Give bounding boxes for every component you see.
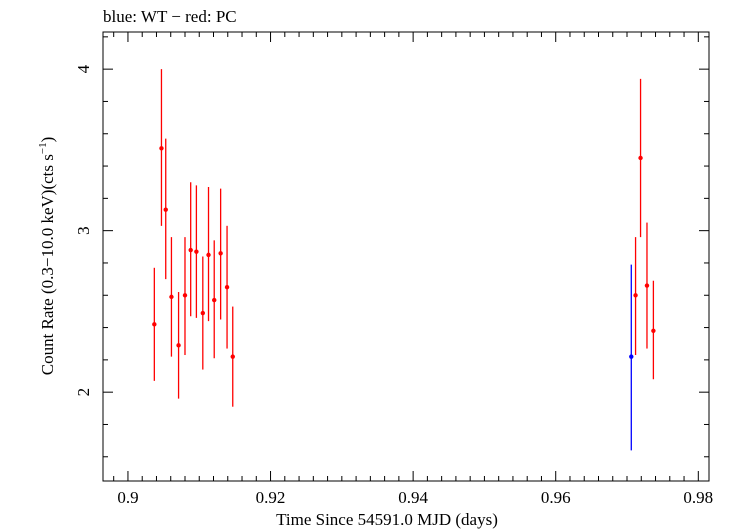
data-point [152, 322, 157, 327]
data-point [163, 207, 168, 212]
data-point [644, 283, 650, 288]
data-point [218, 251, 223, 256]
series-pc [152, 69, 656, 407]
data-point [212, 297, 217, 303]
y-axis-title-main: Count Rate (0.3−10.0 keV)(cts s [38, 154, 57, 375]
y-tick-label: 2 [74, 388, 93, 397]
data-point [629, 354, 634, 359]
data-point [651, 328, 656, 333]
data-point [169, 294, 174, 300]
y-tick-label: 3 [74, 226, 93, 235]
data-point [176, 343, 181, 348]
x-tick-label: 0.94 [398, 488, 428, 507]
chart-title: blue: WT − red: PC [103, 7, 237, 26]
series-wt [629, 264, 634, 451]
data-point [200, 310, 206, 316]
x-tick-label: 0.92 [256, 488, 286, 507]
data-point [633, 293, 638, 298]
x-tick-label: 0.9 [117, 488, 138, 507]
data-point [224, 284, 230, 290]
x-axis-title: Time Since 54591.0 MJD (days) [276, 510, 498, 529]
plot-frame [102, 31, 710, 482]
data-point [206, 252, 211, 258]
data-point [230, 354, 235, 359]
x-tick-label: 0.96 [541, 488, 571, 507]
data-point [638, 155, 643, 161]
data-point [182, 293, 188, 298]
data-point [159, 146, 164, 151]
data-point [188, 247, 193, 253]
data-point [194, 249, 199, 254]
x-axis: 0.9 0.92 0.94 0.96 0.98 [113, 32, 713, 507]
x-tick-label: 0.98 [683, 488, 713, 507]
y-axis-title-superscript: −1 [37, 142, 49, 154]
y-axis-title-close: ) [38, 137, 57, 143]
y-axis-title: Count Rate (0.3−10.0 keV)(cts s−1) [37, 137, 57, 376]
y-axis: 2 3 4 [74, 36, 709, 458]
data-series [152, 69, 656, 451]
y-tick-label: 4 [74, 64, 93, 73]
